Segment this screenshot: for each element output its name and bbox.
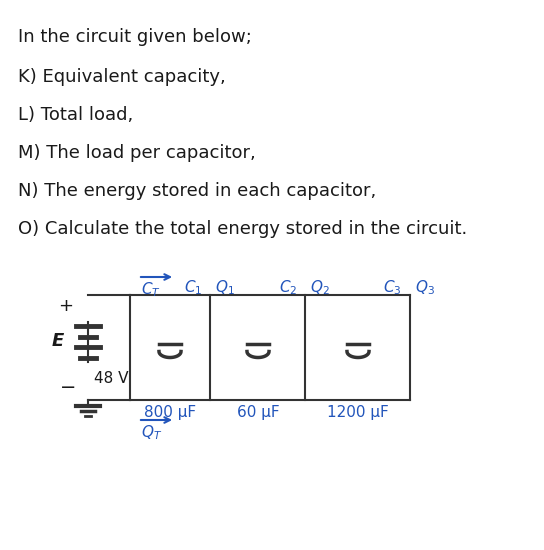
Text: 48 V: 48 V — [94, 371, 128, 386]
Text: $C_1$: $C_1$ — [184, 278, 202, 297]
Text: 1200 μF: 1200 μF — [327, 405, 389, 420]
Text: 60 μF: 60 μF — [237, 405, 279, 420]
Text: M) The load per capacitor,: M) The load per capacitor, — [18, 144, 256, 162]
Text: 800 μF: 800 μF — [144, 405, 196, 420]
Text: $Q_2$: $Q_2$ — [310, 278, 330, 297]
Text: N) The energy stored in each capacitor,: N) The energy stored in each capacitor, — [18, 182, 376, 200]
Text: O) Calculate the total energy stored in the circuit.: O) Calculate the total energy stored in … — [18, 220, 467, 238]
Text: L) Total load,: L) Total load, — [18, 106, 133, 124]
Text: $C_2$: $C_2$ — [279, 278, 297, 297]
Text: E: E — [52, 333, 64, 350]
Text: In the circuit given below;: In the circuit given below; — [18, 28, 252, 46]
Text: $C_T$: $C_T$ — [141, 280, 161, 299]
Text: $Q_3$: $Q_3$ — [415, 278, 435, 297]
Text: −: − — [60, 378, 76, 397]
Text: K) Equivalent capacity,: K) Equivalent capacity, — [18, 68, 226, 86]
Text: $C_3$: $C_3$ — [384, 278, 402, 297]
Text: +: + — [59, 297, 73, 315]
Text: $Q_T$: $Q_T$ — [141, 423, 162, 442]
Text: $Q_1$: $Q_1$ — [215, 278, 234, 297]
